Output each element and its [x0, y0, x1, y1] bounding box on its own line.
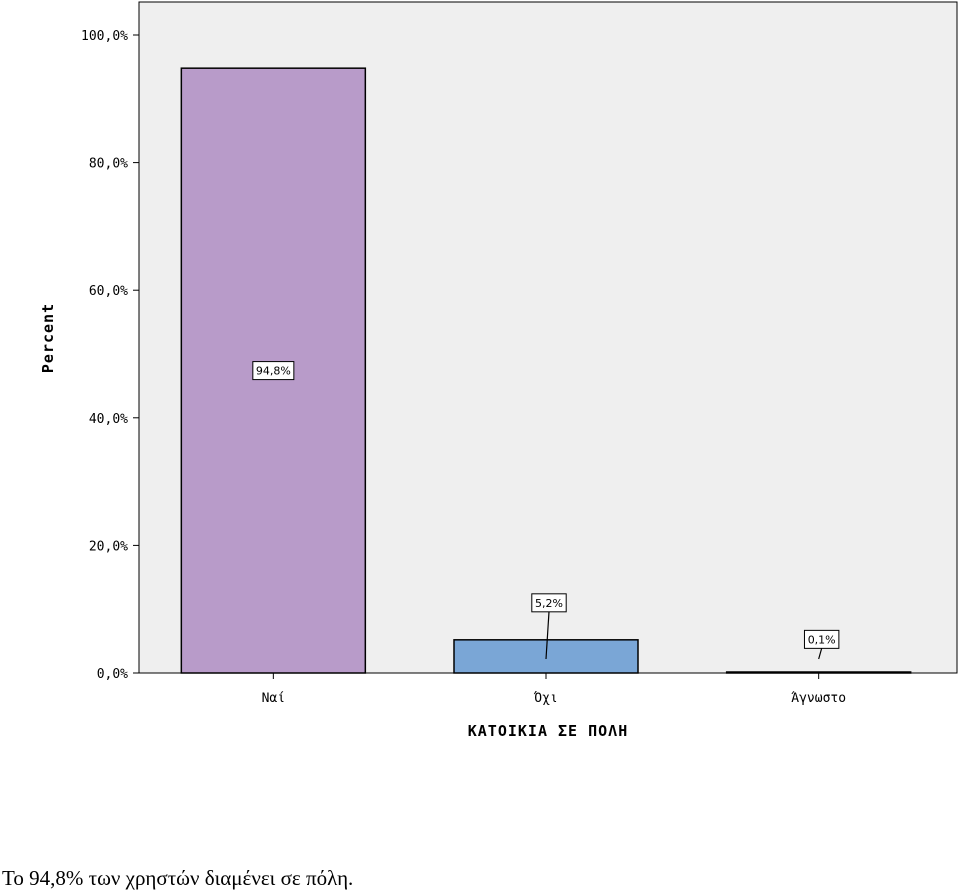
y-tick-label: 100,0% [81, 29, 128, 44]
y-axis-title: Percent [39, 303, 57, 373]
data-label-box [803, 629, 840, 649]
x-category-label: Άγνωστο [791, 691, 846, 706]
x-category-label: Ναί [262, 691, 285, 706]
y-tick-label: 0,0% [97, 667, 128, 682]
y-tick-label: 60,0% [89, 284, 128, 299]
y-tick-label: 40,0% [89, 412, 128, 427]
bar [725, 671, 912, 674]
caption-text: Το 94,8% των χρηστών διαμένει σε πόλη. [2, 866, 354, 890]
data-label: 5,2% [535, 597, 563, 610]
data-label-leader [818, 648, 823, 660]
data-label-box [252, 361, 295, 381]
x-category-label: Όχι [533, 691, 557, 706]
y-tick-label: 80,0% [89, 157, 128, 172]
data-label: 94,8% [256, 365, 291, 378]
bar-chart: 0,0% 20,0% 40,0% 60,0% 80,0% 100,0% 94,8% 5,2%… [39, 1, 958, 740]
y-axis-ticks: 0,0% 20,0% 40,0% 60,0% 80,0% 100,0% [81, 29, 139, 682]
x-axis-categories: Ναί Όχι Άγνωστο [262, 673, 846, 706]
data-labels: 94,8% 5,2% 0,1% [252, 361, 840, 660]
x-axis-title: ΚΑΤΟΙΚΙΑ ΣΕ ΠΟΛΗ [468, 722, 629, 740]
data-label-leader [545, 611, 550, 660]
data-label-box [531, 593, 567, 613]
data-label: 0,1% [808, 633, 836, 646]
y-tick-label: 20,0% [89, 539, 128, 554]
